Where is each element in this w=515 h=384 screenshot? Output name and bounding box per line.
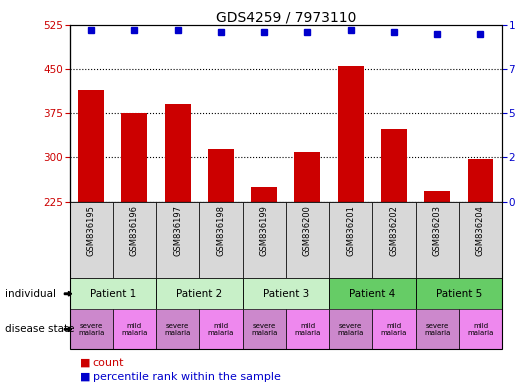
Text: mild
malaria: mild malaria [467, 323, 494, 336]
Bar [459, 309, 502, 349]
Text: GSM836201: GSM836201 [346, 205, 355, 256]
Bar [286, 309, 329, 349]
Text: ■: ■ [80, 372, 90, 382]
Bar [199, 309, 243, 349]
Bar [416, 309, 459, 349]
Bar [156, 309, 199, 349]
Bar [113, 309, 156, 349]
Bar [459, 202, 502, 278]
Bar [122, 113, 147, 334]
Text: GSM836195: GSM836195 [87, 205, 96, 256]
Bar [199, 202, 243, 278]
Text: mild
malaria: mild malaria [208, 323, 234, 336]
Bar [165, 104, 191, 334]
Text: GSM836199: GSM836199 [260, 205, 269, 256]
Text: severe
malaria: severe malaria [337, 323, 364, 336]
Text: disease state: disease state [5, 324, 75, 334]
Text: GSM836202: GSM836202 [389, 205, 399, 256]
Bar [286, 202, 329, 278]
Bar [70, 278, 156, 309]
Text: Patient 1: Patient 1 [90, 289, 136, 299]
Text: GSM836200: GSM836200 [303, 205, 312, 256]
Bar [381, 129, 407, 334]
Text: Patient 2: Patient 2 [176, 289, 222, 299]
Bar [208, 149, 234, 334]
Bar [424, 191, 450, 334]
Bar [416, 278, 502, 309]
Text: GSM836203: GSM836203 [433, 205, 442, 257]
Text: GSM836196: GSM836196 [130, 205, 139, 257]
Bar [156, 202, 199, 278]
Bar [243, 278, 329, 309]
Bar [156, 278, 243, 309]
Bar [372, 309, 416, 349]
Text: Patient 5: Patient 5 [436, 289, 482, 299]
Bar [416, 202, 459, 278]
Text: GDS4259 / 7973110: GDS4259 / 7973110 [216, 10, 356, 24]
Text: percentile rank within the sample: percentile rank within the sample [93, 372, 281, 382]
Bar [243, 309, 286, 349]
Text: ■: ■ [80, 358, 90, 368]
Bar [329, 278, 416, 309]
Bar [372, 202, 416, 278]
Text: Patient 3: Patient 3 [263, 289, 309, 299]
Text: GSM836204: GSM836204 [476, 205, 485, 256]
Text: Patient 4: Patient 4 [349, 289, 396, 299]
Text: mild
malaria: mild malaria [121, 323, 148, 336]
Text: individual: individual [5, 289, 56, 299]
Bar [329, 309, 372, 349]
Bar [329, 202, 372, 278]
Bar [78, 90, 104, 334]
Bar [243, 202, 286, 278]
Bar [70, 202, 113, 278]
Bar [251, 187, 277, 334]
Text: count: count [93, 358, 124, 368]
Text: GSM836198: GSM836198 [216, 205, 226, 257]
Text: mild
malaria: mild malaria [294, 323, 321, 336]
Bar [295, 152, 320, 334]
Text: severe
malaria: severe malaria [424, 323, 451, 336]
Bar [113, 202, 156, 278]
Text: severe
malaria: severe malaria [251, 323, 278, 336]
Text: severe
malaria: severe malaria [164, 323, 191, 336]
Text: mild
malaria: mild malaria [381, 323, 407, 336]
Bar [70, 309, 113, 349]
Text: GSM836197: GSM836197 [173, 205, 182, 257]
Bar [468, 159, 493, 334]
Bar [338, 66, 364, 334]
Text: severe
malaria: severe malaria [78, 323, 105, 336]
